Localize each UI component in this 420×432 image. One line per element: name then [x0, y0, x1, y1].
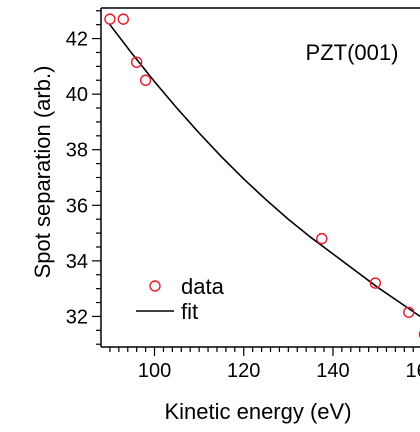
y-axis-title: Spot separation (arb.): [30, 66, 55, 279]
y-tick-label: 42: [66, 29, 88, 51]
y-tick-label: 34: [66, 251, 88, 273]
y-tick-label: 40: [66, 84, 88, 106]
x-tick-label: 120: [227, 360, 260, 382]
data-point: [104, 13, 116, 25]
y-tick-label: 36: [66, 195, 88, 217]
data-point: [130, 56, 143, 68]
legend-fit-label: fit: [181, 299, 198, 324]
legend-data-marker: [149, 280, 161, 292]
data-point: [316, 232, 328, 245]
y-tick-label: 38: [66, 140, 88, 162]
chart-annotation: PZT(001): [306, 40, 399, 65]
data-point: [117, 13, 130, 25]
data-point: [418, 330, 420, 339]
y-tick-label: 32: [66, 306, 88, 328]
data-point: [403, 306, 415, 318]
fit-layer: [109, 24, 420, 318]
legend-data-label: data: [181, 274, 225, 299]
x-axis-title: Kinetic energy (eV): [164, 399, 351, 424]
data-point: [369, 277, 382, 289]
y-axis-ticks: 32 34 36 38 40 42: [66, 10, 101, 345]
x-axis-ticks: 100 120 140 160: [109, 347, 420, 382]
x-tick-label: 100: [138, 360, 171, 382]
data-point: [139, 74, 152, 86]
fit-curve: [109, 24, 420, 318]
legend: data fit: [136, 274, 225, 324]
x-tick-label: 140: [316, 360, 349, 382]
data-points-layer: [104, 13, 420, 339]
x-tick-label: 160: [405, 360, 420, 382]
